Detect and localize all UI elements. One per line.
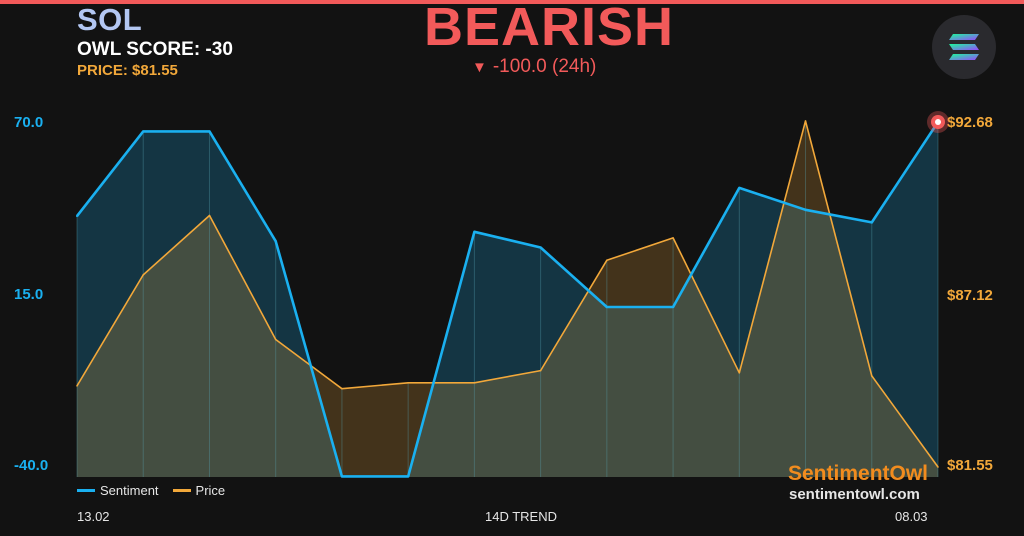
sentiment-point [804, 208, 807, 211]
sentiment-point [142, 130, 145, 133]
price-point [341, 387, 343, 390]
price-point [672, 237, 674, 239]
sentiment-status: BEARISH [424, 0, 675, 57]
sentiment-area [77, 122, 938, 477]
price-point [473, 381, 476, 384]
right-axis-tick-bottom: $81.55 [947, 457, 993, 474]
sentiment-change: ▼ -100.0 (24h) [472, 56, 596, 78]
price-point [407, 381, 409, 384]
right-axis-tick-top: $92.68 [947, 114, 993, 131]
sentiment-change-value: -100.0 (24h) [492, 56, 597, 77]
sentiment-series-line [75, 121, 940, 478]
sentiment-point [672, 306, 675, 309]
latest-marker-center [935, 119, 941, 125]
price-point [804, 120, 807, 122]
brand-url: sentimentowl.com [789, 486, 920, 503]
sentiment-point [473, 230, 476, 233]
sentiment-point [605, 306, 608, 309]
sentiment-point [539, 246, 542, 249]
right-axis-tick-mid: $87.12 [947, 287, 993, 304]
price-point [539, 369, 542, 372]
sentiment-point [76, 215, 78, 218]
price-point [274, 338, 277, 341]
sentiment-point [340, 475, 343, 478]
legend-label-price: Price [195, 483, 226, 498]
price-point [937, 466, 939, 468]
price-point [76, 385, 78, 387]
brand-name: SentimentOwl [788, 462, 929, 485]
sentiment-point [274, 240, 277, 243]
sentiment-point [407, 475, 410, 478]
sentiment-point [208, 130, 211, 133]
left-axis-tick-top: 70.0 [14, 114, 44, 131]
top-accent-bar [0, 0, 1024, 4]
chart-legend: Sentiment Price [77, 483, 239, 498]
start-date: 13.02 [77, 509, 110, 524]
sentiment-point [738, 186, 741, 189]
price-point [870, 375, 873, 377]
price-point [738, 372, 741, 374]
legend-item-price: Price [172, 483, 226, 498]
current-price: PRICE: $81.55 [77, 62, 178, 79]
sentiment-swatch [77, 489, 95, 492]
left-axis-tick-bottom: -40.0 [14, 457, 49, 474]
price-series-line [76, 120, 939, 468]
down-triangle-icon: ▼ [472, 59, 487, 76]
chart-title: 14D TREND [485, 509, 558, 524]
left-axis-tick-mid: 15.0 [14, 286, 44, 303]
ticker-symbol: SOL [77, 2, 143, 37]
solana-logo-icon [932, 15, 996, 79]
end-date: 08.03 [895, 509, 928, 524]
sentiment-point [870, 221, 873, 224]
price-point [606, 259, 608, 262]
legend-item-sentiment: Sentiment [77, 483, 159, 498]
price-swatch [172, 489, 191, 492]
owl-score: OWL SCORE: -30 [77, 39, 233, 60]
price-area [77, 121, 938, 477]
price-point [142, 274, 145, 276]
price-point [208, 214, 211, 217]
legend-label-sentiment: Sentiment [100, 483, 159, 498]
